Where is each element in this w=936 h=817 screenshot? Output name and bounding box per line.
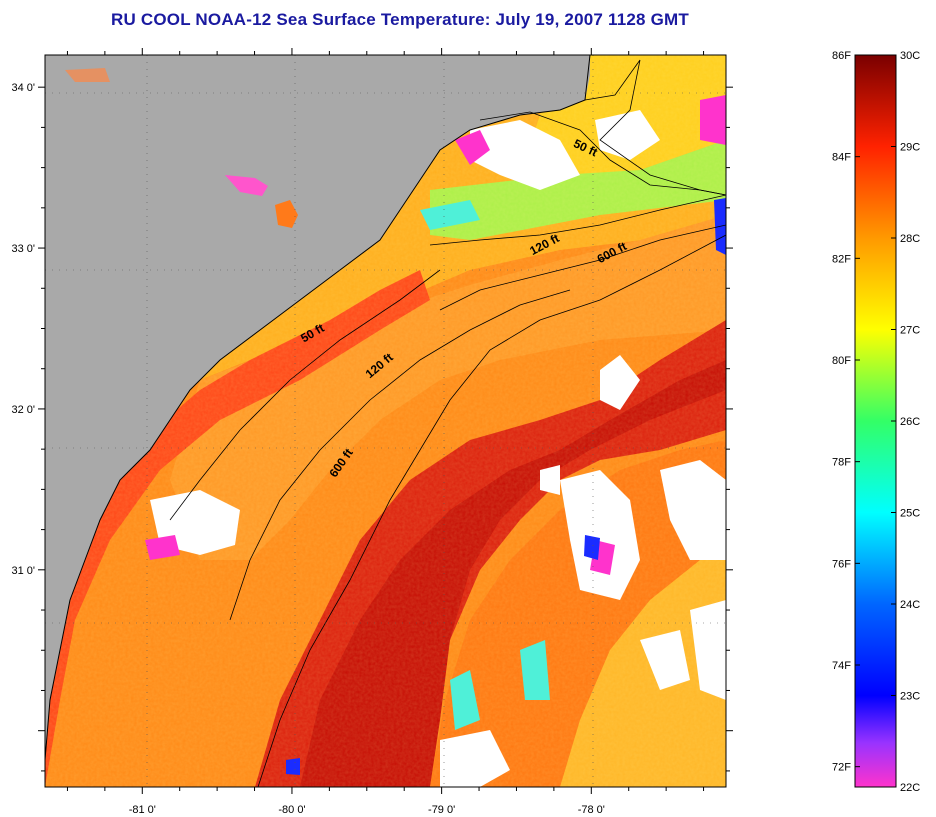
- coastline: [45, 55, 591, 761]
- colorbar-fahrenheit-label: 82F: [832, 253, 851, 265]
- cloud-patches: [150, 110, 726, 787]
- latitude-tick-label: 34 0': [11, 82, 35, 94]
- inland-lake-north: [65, 68, 110, 82]
- isobath-50ft-north: [479, 111, 726, 196]
- colorbar-celsius-label: 25C: [900, 508, 920, 520]
- latitude-tick-label: 32 0': [11, 404, 35, 416]
- colorbar-fahrenheit-label: 76F: [832, 558, 851, 570]
- inland-lake: [275, 200, 298, 228]
- map-title: RU COOL NOAA-12 Sea Surface Temperature:…: [111, 10, 689, 29]
- isobath-120ft-north: [429, 194, 726, 246]
- colorbar-fahrenheit-label: 80F: [832, 355, 851, 367]
- colorbar-fahrenheit-label: 72F: [832, 762, 851, 774]
- latitude-tick-label: 31 0': [11, 565, 35, 577]
- colorbar-fahrenheit-labels: 86F 84F 82F 80F 78F 76F 74F 72F: [832, 50, 860, 774]
- land-mass: [45, 55, 590, 760]
- longitude-tick-label: -81 0': [129, 804, 156, 816]
- isobath-600ft-upper: [439, 224, 726, 311]
- longitude-labels: -81 0' -80 0' -79 0' -78 0': [129, 804, 605, 816]
- graticule: [45, 55, 726, 787]
- colorbar-gradient: [854, 54, 897, 788]
- colorbar: 86F 84F 82F 80F 78F 76F 74F 72F 30C 29C 28C 27C 26C…: [832, 50, 920, 794]
- colorbar-celsius-labels: 30C 29C 28C 27C 26C 25C 24C 23C 22C: [891, 50, 920, 794]
- colorbar-celsius-label: 26C: [900, 416, 920, 428]
- latitude-labels: 34 0' 33 0' 32 0' 31 0': [11, 82, 35, 577]
- colorbar-fahrenheit-label: 78F: [832, 457, 851, 469]
- axis-ticks: [38, 48, 733, 794]
- colorbar-fahrenheit-label: 84F: [832, 152, 851, 164]
- inland-lake-cold: [225, 175, 268, 196]
- cold-blue-speckles: [286, 198, 726, 775]
- cyan-speckles: [420, 200, 550, 730]
- colorbar-celsius-label: 28C: [900, 233, 920, 245]
- colorbar-celsius-label: 22C: [900, 782, 920, 794]
- colorbar-fahrenheit-label: 86F: [832, 50, 851, 62]
- isobath-50ft-south: [169, 269, 441, 521]
- colorbar-celsius-label: 30C: [900, 50, 920, 62]
- latitude-tick-label: 33 0': [11, 243, 35, 255]
- isobath-120ft-south: [229, 289, 571, 621]
- colorbar-celsius-label: 29C: [900, 142, 920, 154]
- outer-banks-coast: [584, 59, 726, 196]
- colorbar-celsius-label: 23C: [900, 691, 920, 703]
- longitude-tick-label: -79 0': [428, 804, 455, 816]
- map-frame: [44, 54, 727, 788]
- isobath-600ft-south: [257, 234, 726, 787]
- longitude-tick-label: -78 0': [578, 804, 605, 816]
- colorbar-celsius-label: 27C: [900, 325, 920, 337]
- colorbar-fahrenheit-label: 74F: [832, 660, 851, 672]
- longitude-tick-label: -80 0': [278, 804, 305, 816]
- colorbar-celsius-label: 24C: [900, 599, 920, 611]
